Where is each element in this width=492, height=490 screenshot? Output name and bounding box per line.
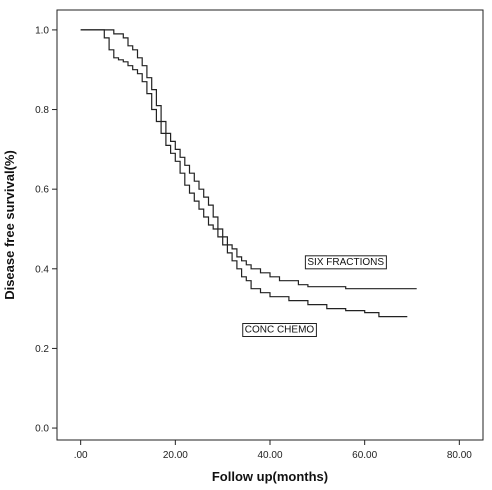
plot-frame <box>56 9 484 441</box>
x-tick-label: .00 <box>74 450 88 461</box>
x-tick-label: 80.00 <box>447 450 472 461</box>
y-tick-label: 0.4 <box>35 264 49 275</box>
series-label-box <box>242 323 317 337</box>
x-axis-title: Follow up(months) <box>212 469 328 484</box>
x-tick-label: 20.00 <box>163 450 188 461</box>
series-label-text: CONC CHEMO <box>245 325 315 336</box>
y-axis-ticks: 0.0 0.2 0.4 0.6 0.8 1.0 <box>35 25 57 435</box>
y-tick-label: 0.0 <box>35 424 49 435</box>
y-tick-label: 0.2 <box>35 344 49 355</box>
y-tick-label: 0.6 <box>35 185 49 196</box>
x-tick-label: 60.00 <box>352 450 377 461</box>
series-labels: SIX FRACTIONS CONC CHEMO <box>242 255 387 337</box>
x-axis-ticks: .00 20.00 40.00 60.00 80.00 <box>74 440 472 461</box>
y-tick-label: 1.0 <box>35 25 49 36</box>
series-label-text: SIX FRACTIONS <box>307 257 384 268</box>
y-axis-title: Disease free survival(%) <box>2 150 17 300</box>
x-tick-label: 40.00 <box>257 450 282 461</box>
series-lines <box>80 29 417 318</box>
series-line-six-fractions <box>80 29 417 290</box>
series-line-conc-chemo <box>80 29 408 318</box>
y-tick-label: 0.8 <box>35 105 49 116</box>
series-label-box <box>304 255 387 270</box>
